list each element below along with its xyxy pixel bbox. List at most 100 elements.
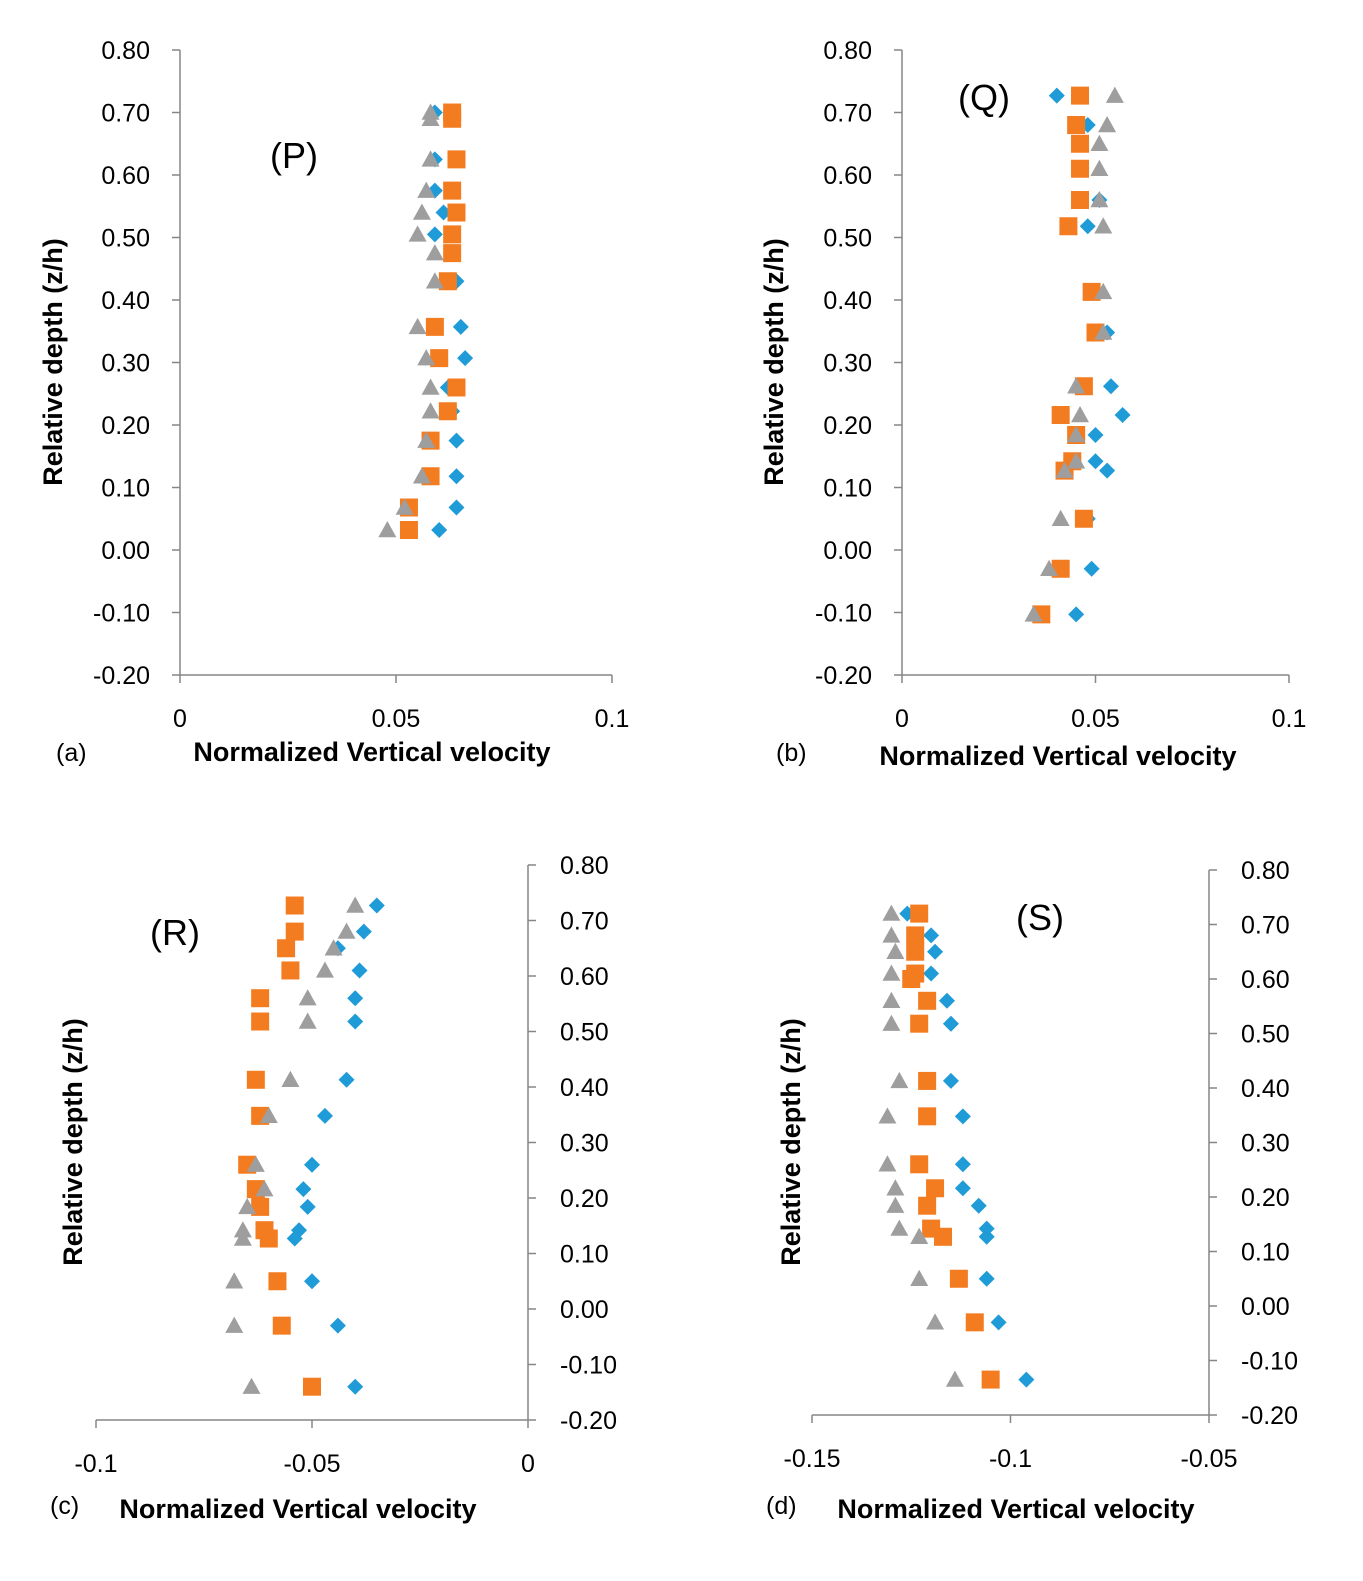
panel-a-caption: (a) bbox=[56, 739, 87, 767]
panel-b-x-tick-label: 0.05 bbox=[1071, 705, 1120, 733]
panel-c-point-triangle bbox=[255, 1180, 274, 1197]
panel-a-point-triangle bbox=[412, 203, 431, 220]
panel-c-point-triangle bbox=[225, 1316, 244, 1333]
panel-c-point-triangle bbox=[233, 1221, 252, 1238]
panel-c-point-triangle bbox=[298, 1012, 317, 1029]
panel-d-point-square bbox=[934, 1227, 953, 1246]
panel-c-point-triangle bbox=[298, 989, 317, 1006]
panel-a-y-tick-label: 0.40 bbox=[101, 287, 150, 315]
panel-d-point-square bbox=[926, 1179, 945, 1198]
panel-c-y-tick-label: 0.70 bbox=[560, 908, 609, 936]
panel-c-point-diamond bbox=[304, 1156, 320, 1173]
panel-d-point-square bbox=[965, 1313, 984, 1332]
panel-b-y-tick-label: 0.40 bbox=[823, 287, 872, 315]
panel-a-x-axis-title: Normalized Vertical velocity bbox=[193, 737, 550, 767]
panel-b-point-triangle bbox=[1051, 509, 1070, 526]
panel-b-point-diamond bbox=[1048, 87, 1065, 104]
panel-a-y-tick-label: 0.10 bbox=[101, 475, 150, 503]
panel-b-chart: Relative depth (z/h) Normalized Vertical… bbox=[759, 37, 1306, 771]
panel-a-y-tick-label: 0.60 bbox=[101, 162, 150, 190]
panel-d-point-diamond bbox=[927, 943, 944, 960]
panel-d-corner-label: (S) bbox=[1016, 897, 1064, 938]
panel-a-point-diamond bbox=[431, 522, 448, 538]
panel-d-point-triangle bbox=[910, 1269, 929, 1286]
panel-b-y-tick-label: 0.50 bbox=[823, 225, 872, 253]
panel-c-point-square bbox=[272, 1316, 291, 1335]
panel-d-point-diamond bbox=[978, 1220, 995, 1237]
panel-c-point-triangle bbox=[246, 1155, 265, 1172]
panel-b-point-triangle bbox=[1067, 452, 1086, 469]
panel-d-point-diamond bbox=[970, 1197, 987, 1214]
panel-d-point-triangle bbox=[886, 1196, 905, 1213]
panel-c-point-triangle bbox=[233, 1229, 252, 1246]
panel-a-point-square bbox=[447, 203, 466, 222]
panel-b-point-square bbox=[1071, 134, 1090, 153]
panel-a-y-tick-label: -0.10 bbox=[93, 600, 150, 628]
panel-c-point-diamond bbox=[347, 1013, 364, 1030]
panel-d-point-triangle bbox=[890, 1071, 909, 1089]
panel-c-y-tick-label: 0.80 bbox=[560, 852, 609, 880]
panel-d-point-triangle bbox=[878, 1107, 897, 1124]
panel-b-y-tick-label: 0.30 bbox=[823, 350, 872, 378]
panel-d-point-diamond bbox=[942, 1015, 959, 1032]
panel-c-point-diamond bbox=[347, 990, 364, 1007]
panel-b-y-tick-label: -0.20 bbox=[815, 662, 872, 690]
panel-b-x-axis-title: Normalized Vertical velocity bbox=[879, 741, 1236, 771]
panel-b-point-diamond bbox=[1087, 427, 1104, 443]
panel-d-point-triangle bbox=[882, 926, 901, 943]
panel-c-point-square bbox=[251, 1012, 270, 1031]
panel-a-point-triangle bbox=[395, 498, 414, 515]
panel-d-y-tick-label: 0.80 bbox=[1241, 857, 1290, 885]
panel-d-point-square bbox=[918, 1107, 937, 1126]
panel-a-point-square bbox=[447, 378, 466, 397]
panel-d-point-diamond bbox=[990, 1314, 1007, 1331]
panel-d-y-tick-label: -0.20 bbox=[1241, 1402, 1298, 1430]
panel-c-point-diamond bbox=[316, 1107, 333, 1124]
panel-b-point-square bbox=[1051, 406, 1070, 424]
panel-a-point-diamond bbox=[448, 432, 465, 449]
panel-d-x-axis-title: Normalized Vertical velocity bbox=[837, 1494, 1194, 1524]
panel-d-point-diamond bbox=[978, 1228, 995, 1245]
panel-d-point-triangle bbox=[945, 1370, 964, 1387]
panel-d-y-tick-label: 0.20 bbox=[1241, 1184, 1290, 1212]
panel-c-point-triangle bbox=[225, 1272, 244, 1289]
panel-d-point-triangle bbox=[882, 1014, 901, 1031]
panel-c-point-square bbox=[285, 896, 304, 915]
panel-a-x-tick-label: 0.1 bbox=[595, 705, 630, 733]
panel-a-point-square bbox=[443, 181, 462, 200]
panel-a-point-square bbox=[425, 317, 444, 336]
panel-b-point-triangle bbox=[1094, 323, 1113, 340]
panel-a-x-tick-label: 0.05 bbox=[372, 705, 421, 733]
panel-d-y-tick-label: 0.50 bbox=[1241, 1021, 1290, 1049]
panel-d-point-diamond bbox=[1018, 1371, 1035, 1388]
panel-d-point-triangle bbox=[886, 1179, 905, 1196]
panel-b-point-triangle bbox=[1090, 191, 1109, 208]
panel-a-point-square bbox=[447, 150, 466, 169]
panel-d-point-square bbox=[918, 991, 937, 1010]
panel-b-point-triangle bbox=[1040, 559, 1059, 576]
panel-a-point-triangle bbox=[417, 431, 436, 448]
panel-c-x-tick-label: -0.05 bbox=[284, 1450, 341, 1478]
panel-d-point-diamond bbox=[978, 1270, 995, 1287]
panel-b-point-triangle bbox=[1090, 159, 1109, 176]
panel-a-point-triangle bbox=[421, 150, 440, 167]
panel-d-point-square bbox=[918, 1196, 937, 1215]
panel-d-point-diamond bbox=[942, 1072, 959, 1089]
panel-c-point-triangle bbox=[242, 1377, 261, 1394]
panel-d-y-tick-label: -0.10 bbox=[1241, 1348, 1298, 1376]
panel-b-y-tick-label: 0.60 bbox=[823, 162, 872, 190]
panel-d-point-square bbox=[981, 1370, 1000, 1389]
panel-d-point-diamond bbox=[923, 927, 940, 944]
panel-a-point-triangle bbox=[408, 317, 427, 335]
panel-b-point-triangle bbox=[1067, 426, 1086, 443]
panel-c-point-diamond bbox=[347, 1378, 364, 1395]
panel-d-y-tick-label: 0.60 bbox=[1241, 966, 1290, 994]
panel-a-y-axis-title: Relative depth (z/h) bbox=[38, 238, 68, 486]
panel-d-y-tick-label: 0.00 bbox=[1241, 1293, 1290, 1321]
panel-a-point-square bbox=[443, 109, 462, 128]
panel-c-y-tick-label: 0.40 bbox=[560, 1074, 609, 1102]
panel-a-point-triangle bbox=[425, 272, 444, 289]
panel-a-point-square bbox=[438, 402, 457, 421]
panel-b-y-tick-label: 0.10 bbox=[823, 475, 872, 503]
